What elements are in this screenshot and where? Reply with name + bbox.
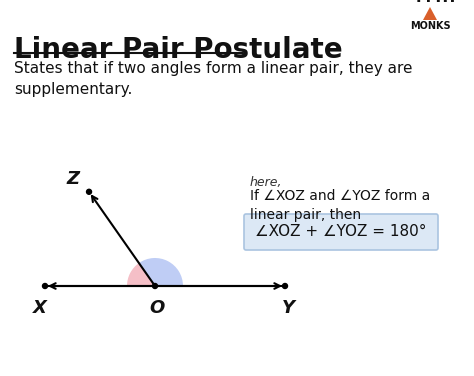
Wedge shape (127, 263, 155, 286)
Text: O: O (149, 299, 164, 317)
Text: M: M (416, 0, 431, 5)
Circle shape (153, 284, 157, 288)
Circle shape (283, 284, 288, 288)
Circle shape (87, 189, 91, 194)
Text: Z: Z (66, 170, 79, 188)
Text: Linear Pair Postulate: Linear Pair Postulate (14, 36, 343, 64)
FancyBboxPatch shape (244, 214, 438, 250)
Wedge shape (139, 258, 183, 286)
Text: ∠XOZ + ∠YOZ = 180°: ∠XOZ + ∠YOZ = 180° (255, 224, 427, 240)
Text: Y: Y (282, 299, 294, 317)
Text: X: X (33, 299, 47, 317)
Text: here,: here, (250, 176, 283, 189)
Circle shape (43, 284, 47, 288)
Text: If ∠XOZ and ∠YOZ form a
linear pair, then: If ∠XOZ and ∠YOZ form a linear pair, the… (250, 189, 430, 223)
Text: States that if two angles form a linear pair, they are
supplementary.: States that if two angles form a linear … (14, 61, 412, 97)
Text: MONKS: MONKS (410, 21, 450, 31)
Text: TH: TH (433, 0, 456, 5)
Polygon shape (423, 7, 437, 20)
